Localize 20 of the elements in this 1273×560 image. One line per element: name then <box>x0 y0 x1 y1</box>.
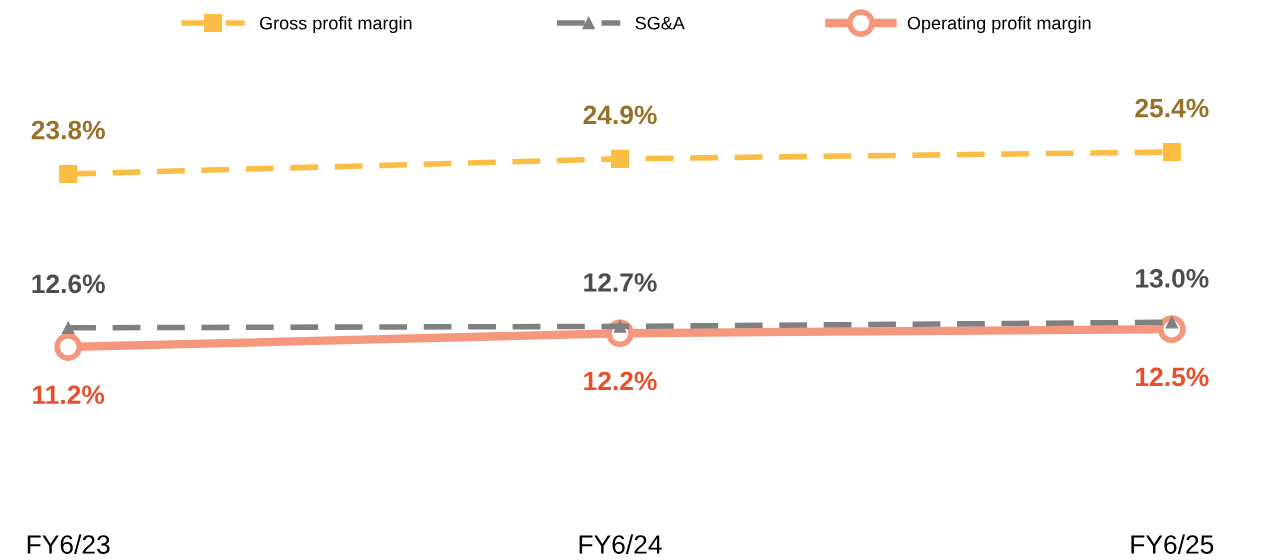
data-label: 12.7% <box>584 273 657 292</box>
data-label: 12.5% <box>1136 367 1209 387</box>
data-label: 11.2% <box>33 385 105 405</box>
data-label: 23.8% <box>31 120 105 140</box>
data-label: 24.9% <box>583 105 657 125</box>
point <box>610 149 630 168</box>
point <box>59 164 78 184</box>
legend-label: SG&A <box>635 16 685 30</box>
point <box>54 333 83 361</box>
data-label: 25.4% <box>1135 98 1209 118</box>
data-label: 13.0% <box>1136 269 1209 288</box>
legend-label: Operating profit margin <box>907 16 1091 34</box>
legend-label: Gross profit margin <box>259 16 412 34</box>
point <box>1162 142 1181 162</box>
data-label: 12.6% <box>32 274 105 294</box>
point <box>61 321 75 335</box>
data-label: 12.2% <box>584 371 657 391</box>
x-tick-label: FY6/23 <box>27 534 110 554</box>
x-tick-label: FY6/25 <box>1131 534 1214 554</box>
x-tick-label: FY6/24 <box>579 534 662 554</box>
